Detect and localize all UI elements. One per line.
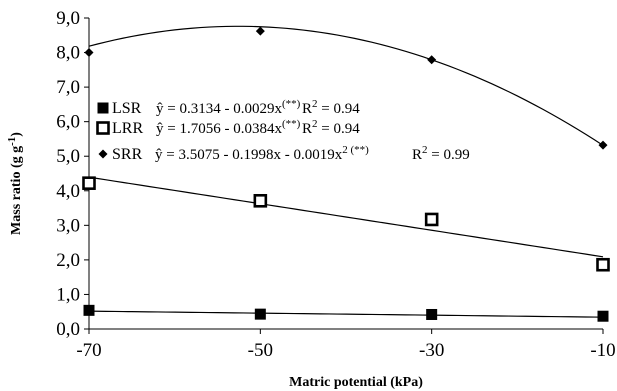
legend-series-name-srr: SRR (112, 146, 143, 163)
y-tick-label: 4,0 (56, 181, 80, 202)
legend-equation-srr: ŷ = 3.5075 - 0.1998x - 0.0019x2 (**) (155, 144, 369, 163)
data-point-lsr (426, 308, 438, 320)
x-tick-label: -70 (76, 340, 101, 361)
legend-equation-lrr: ŷ = 1.7056 - 0.0384x(**) (156, 118, 301, 137)
legend-r2-lrr: R2 = 0.94 (302, 118, 360, 137)
y-tick-label: 7,0 (56, 77, 80, 98)
data-point-lrr (424, 212, 439, 227)
fit-lines (88, 25, 604, 318)
equation-significance: (**) (282, 98, 301, 110)
equation-main: ŷ = 0.3134 - 0.0029x (156, 101, 282, 117)
x-tick-label: -30 (419, 340, 444, 361)
fit-line-lsr (88, 310, 604, 318)
y-axis-title: Mass ratio (g g-1) (6, 132, 24, 235)
equation-main: ŷ = 3.5075 - 0.1998x - 0.0019x (155, 147, 343, 163)
r2-label: R (302, 101, 312, 117)
y-axis-title-sup: -1 (6, 137, 18, 146)
data-point-srr (427, 55, 437, 65)
data-point-srr (598, 140, 608, 150)
r2-label: R (302, 121, 312, 137)
y-tick-label: 0,0 (56, 319, 80, 340)
y-tick-label: 3,0 (56, 215, 80, 236)
legend-equation-lsr: ŷ = 0.3134 - 0.0029x(**) (156, 98, 301, 117)
equation-significance: (**) (282, 118, 301, 130)
y-axis-title-end: ) (9, 132, 24, 137)
data-point-lsr (254, 308, 266, 320)
data-markers (82, 26, 610, 322)
y-tick-label: 8,0 (56, 43, 80, 64)
y-tick-label: 5,0 (56, 146, 80, 167)
r2-exponent: 2 (422, 144, 428, 156)
legend-r2-srr: R2 = 0.99 (412, 144, 470, 163)
r2-exponent: 2 (312, 118, 318, 130)
data-point-lsr (597, 310, 609, 322)
x-tick-label: -10 (590, 340, 615, 361)
y-tick-label: 2,0 (56, 250, 80, 271)
r2-value: = 0.99 (428, 147, 470, 163)
fit-line-srr (88, 25, 604, 146)
y-tick-label: 9,0 (56, 8, 80, 29)
legend-series-name-lsr: LSR (112, 100, 142, 117)
fit-line-lrr (88, 176, 604, 258)
data-point-lsr (83, 304, 95, 316)
r2-value: = 0.94 (318, 121, 361, 137)
data-point-lrr (253, 193, 268, 208)
y-tick-label: 6,0 (56, 112, 80, 133)
r2-value: = 0.94 (318, 101, 361, 117)
equation-significance: (**) (348, 144, 369, 156)
legend-series-name-lrr: LRR (112, 120, 143, 137)
equation-exponent: 2 (342, 144, 348, 156)
data-point-lrr (82, 176, 96, 190)
x-axis-title: Matric potential (kPa) (289, 375, 423, 390)
data-point-srr (84, 48, 94, 58)
axes: 0,0 1,0 2,0 3,0 4,0 5,0 6,0 7,0 8,0 9,0 -70 -50 -30 -… (56, 8, 615, 361)
r2-exponent: 2 (312, 98, 318, 110)
data-point-lrr (596, 257, 610, 272)
legend-marker-srr (98, 149, 108, 159)
x-tick-label: -50 (248, 340, 273, 361)
y-tick-label: 1,0 (56, 284, 80, 305)
legend-r2-lsr: R2 = 0.94 (302, 98, 360, 117)
legend-marker-lrr (96, 121, 110, 135)
legend-marker-lsr (97, 102, 109, 114)
data-point-srr (255, 26, 265, 36)
y-axis-title-main: Mass ratio (g g (9, 146, 24, 235)
r2-label: R (412, 147, 422, 163)
equation-main: ŷ = 1.7056 - 0.0384x (156, 121, 282, 137)
